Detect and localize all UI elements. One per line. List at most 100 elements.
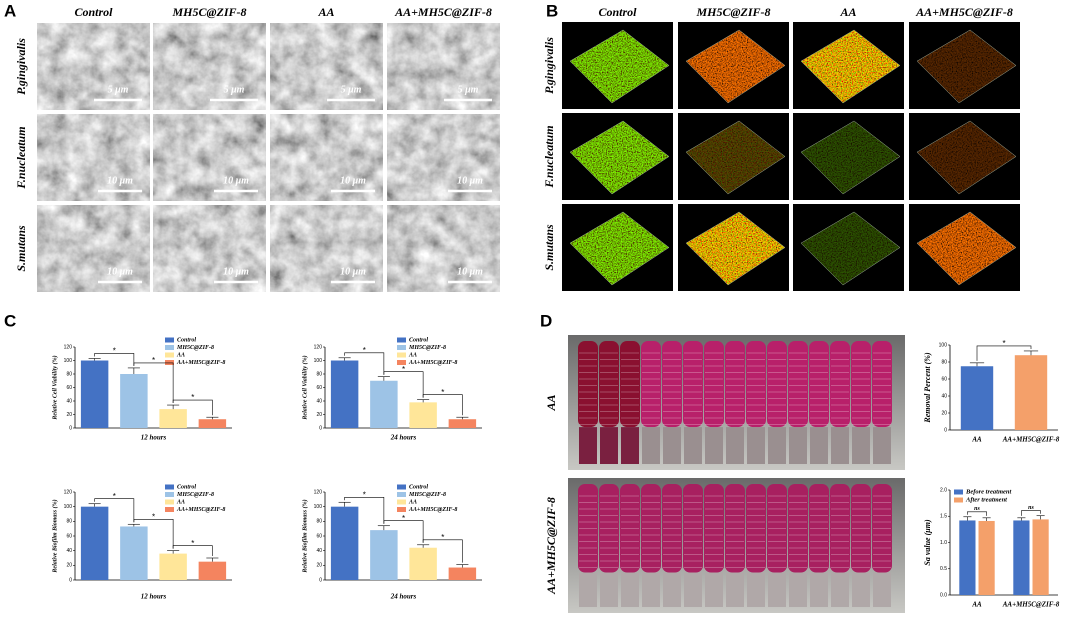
significance-bracket	[383, 371, 424, 398]
tube-base	[873, 427, 891, 464]
bar	[1032, 519, 1049, 595]
biofilm-3d	[570, 30, 669, 103]
legend-label: Control	[409, 484, 428, 490]
y-tick-label: 80	[941, 359, 947, 365]
y-tick-label: 80	[66, 519, 72, 525]
y-axis-label: Relative Cell Viability (%)	[301, 355, 308, 420]
y-tick-label: 60	[66, 533, 72, 539]
legend-label: AA	[176, 499, 185, 505]
significance-bracket	[422, 539, 463, 563]
y-tick-label: 2.0	[940, 487, 947, 493]
bar	[198, 561, 227, 580]
legend-label: MH5C@ZIF-8	[176, 345, 214, 351]
significance-bracket	[383, 520, 424, 543]
box-outline	[916, 211, 1017, 286]
box-outline	[800, 211, 901, 286]
bar	[370, 380, 398, 428]
y-tick-label: 20	[941, 410, 947, 416]
legend-swatch	[397, 352, 406, 358]
bar	[159, 553, 187, 580]
tube-base	[852, 572, 870, 607]
y-tick-label: 20	[316, 412, 322, 418]
y-tick-label: 0.5	[940, 566, 947, 572]
sem-image	[153, 114, 266, 201]
bar	[198, 419, 227, 428]
box-outline	[569, 211, 670, 286]
tube-base	[705, 572, 723, 607]
column-header: AA+MH5C@ZIF-8	[915, 5, 1013, 19]
y-tick-label: 20	[316, 563, 322, 569]
x-axis-label: 24 hours	[390, 434, 417, 442]
significance-bracket	[172, 399, 213, 416]
legend-swatch	[165, 499, 174, 505]
sem-image	[270, 23, 383, 110]
column-header: Control	[74, 5, 113, 19]
y-tick-label: 20	[66, 412, 72, 418]
y-axis-label: Relative Biofilm Biomass (%)	[301, 499, 308, 573]
legend-label: MH5C@ZIF-8	[408, 345, 446, 351]
sem-image	[387, 205, 500, 292]
y-tick-label: 40	[66, 398, 72, 404]
significance-bracket	[172, 545, 213, 556]
tube	[620, 341, 640, 428]
significance-bracket	[344, 352, 385, 375]
tube	[767, 341, 787, 428]
bar	[409, 547, 437, 580]
row-label: AA	[544, 394, 558, 411]
tube-base	[768, 427, 786, 464]
y-tick-label: 20	[66, 563, 72, 569]
panel-label: C	[4, 311, 16, 330]
significance-bracket	[133, 518, 174, 549]
scale-bar-label: 5 μm	[224, 84, 245, 95]
significance-label: *	[113, 347, 116, 356]
legend-label: AA+MH5C@ZIF-8	[408, 360, 457, 366]
significance-label: *	[152, 512, 155, 521]
legend-swatch	[165, 337, 174, 343]
row-label: AA+MH5C@ZIF-8	[544, 497, 558, 595]
y-tick-label: 1.5	[940, 514, 947, 520]
legend-label: Control	[177, 484, 196, 490]
significance-label: *	[363, 490, 366, 499]
significance-label: *	[113, 492, 116, 501]
column-header: AA	[317, 5, 334, 19]
legend-label: AA	[408, 352, 417, 358]
y-tick-label: 100	[64, 504, 73, 510]
legend-label: Control	[177, 337, 196, 343]
legend-label: AA+MH5C@ZIF-8	[176, 360, 225, 366]
scale-bar-label: 10 μm	[107, 175, 133, 186]
tube	[851, 341, 871, 428]
legend-swatch	[397, 337, 406, 343]
row-label: S.mutans	[14, 225, 28, 272]
scale-bar-label: 5 μm	[458, 84, 479, 95]
scale-bar-label: 10 μm	[107, 266, 133, 277]
tube	[872, 341, 892, 428]
significance-bracket	[422, 394, 463, 416]
tube-base	[747, 572, 765, 607]
tube-base	[768, 572, 786, 607]
legend-swatch	[165, 360, 174, 365]
biofilm-3d	[917, 30, 1016, 103]
tube-base	[789, 572, 807, 607]
panel-label: D	[540, 311, 552, 330]
tube-base	[705, 427, 723, 464]
box-outline	[916, 29, 1017, 104]
panel-label: A	[4, 1, 16, 20]
box-outline	[800, 29, 901, 104]
y-tick-label: 40	[66, 548, 72, 554]
tube	[683, 341, 703, 428]
tube	[809, 341, 829, 428]
legend-label: AA+MH5C@ZIF-8	[408, 507, 457, 513]
tube-base	[621, 427, 639, 464]
legend-swatch	[165, 345, 174, 350]
x-axis-label: 12 hours	[141, 593, 167, 601]
y-tick-label: 0	[69, 577, 72, 583]
tube	[788, 484, 808, 573]
x-tick-label: AA+MH5C@ZIF-8	[1002, 436, 1060, 444]
column-header: MH5C@ZIF-8	[696, 5, 771, 19]
box-outline	[916, 120, 1017, 195]
tube-base	[621, 572, 639, 607]
tube-base	[831, 427, 849, 464]
scale-bar-label: 10 μm	[223, 175, 249, 186]
panel-label: B	[546, 1, 558, 20]
